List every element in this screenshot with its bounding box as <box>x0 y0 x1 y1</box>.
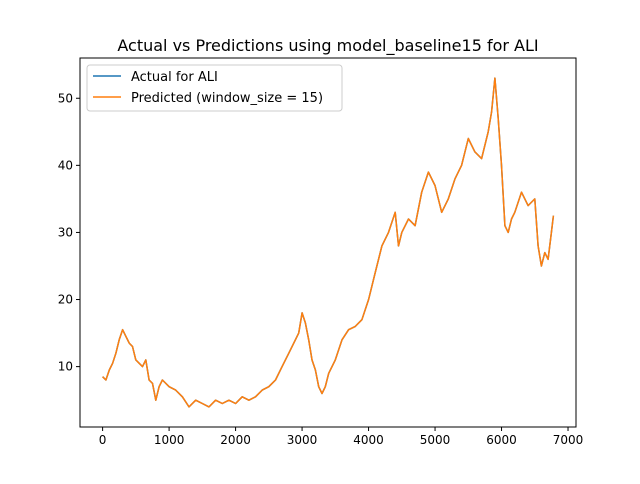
y-tick-label: 10 <box>58 360 73 374</box>
y-tick-label: 30 <box>58 225 73 239</box>
legend-label-actual: Actual for ALI <box>131 70 218 85</box>
x-tick-label: 3000 <box>287 433 318 447</box>
x-tick-label: 7000 <box>553 433 584 447</box>
plot-frame <box>79 57 577 428</box>
x-tick-label: 1000 <box>154 433 185 447</box>
legend: Actual for ALI Predicted (window_size = … <box>86 64 343 112</box>
x-tick-label: 2000 <box>220 433 251 447</box>
y-axis-ticks: 10 20 30 40 50 <box>58 91 80 374</box>
legend-box <box>86 64 343 112</box>
y-tick-label: 50 <box>58 91 73 105</box>
x-tick-label: 0 <box>99 433 107 447</box>
x-tick-label: 6000 <box>486 433 517 447</box>
y-tick-label: 20 <box>58 293 73 307</box>
x-tick-label: 4000 <box>353 433 384 447</box>
chart-title: Actual vs Predictions using model_baseli… <box>117 36 538 56</box>
x-tick-label: 5000 <box>420 433 451 447</box>
x-axis-ticks: 0 1000 2000 3000 4000 5000 6000 7000 <box>99 427 584 447</box>
series-line-predicted <box>102 77 555 408</box>
y-tick-label: 40 <box>58 158 73 172</box>
series-layer <box>102 77 555 408</box>
legend-label-predicted: Predicted (window_size = 15) <box>131 91 323 106</box>
